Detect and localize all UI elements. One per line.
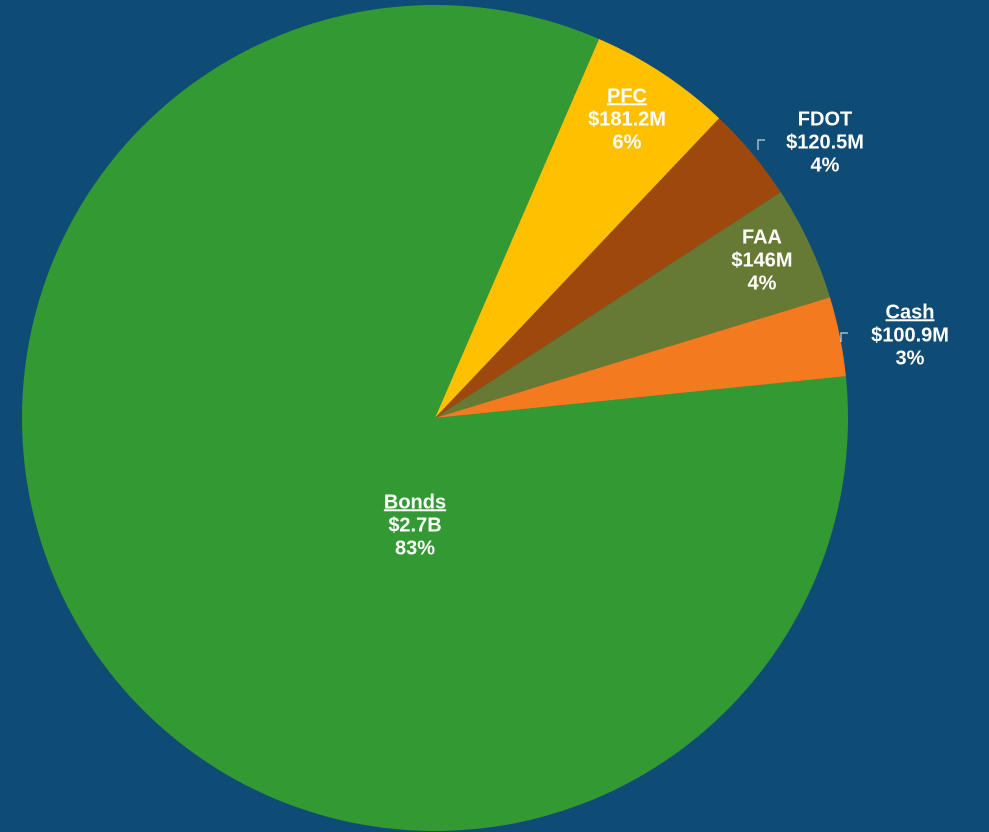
category-label: FAA [742, 226, 782, 248]
pie-slice [435, 192, 830, 418]
percent-label: 3% [896, 347, 925, 369]
percent-label: 4% [811, 154, 840, 176]
value-label: $146M [731, 249, 792, 271]
data-labels: Bonds$2.7B83%PFC$181.2M6%FDOT$120.5M4%FA… [384, 85, 949, 559]
value-label: $181.2M [588, 108, 666, 130]
value-label: $120.5M [786, 131, 864, 153]
pie-slice [435, 38, 720, 418]
category-label: FDOT [798, 108, 852, 130]
category-label: Bonds [384, 491, 446, 513]
leader-line [840, 332, 848, 342]
pie-slice [435, 297, 846, 418]
pie-slice [435, 118, 781, 418]
percent-label: 6% [613, 131, 642, 153]
value-label: $100.9M [871, 324, 949, 346]
pie [21, 5, 848, 831]
percent-label: 4% [748, 272, 777, 294]
leader-line [757, 139, 765, 150]
category-label: Cash [886, 301, 935, 323]
pie-slice [21, 5, 848, 831]
value-label: $2.7B [388, 514, 441, 536]
category-label: PFC [607, 85, 647, 107]
percent-label: 83% [395, 537, 435, 559]
